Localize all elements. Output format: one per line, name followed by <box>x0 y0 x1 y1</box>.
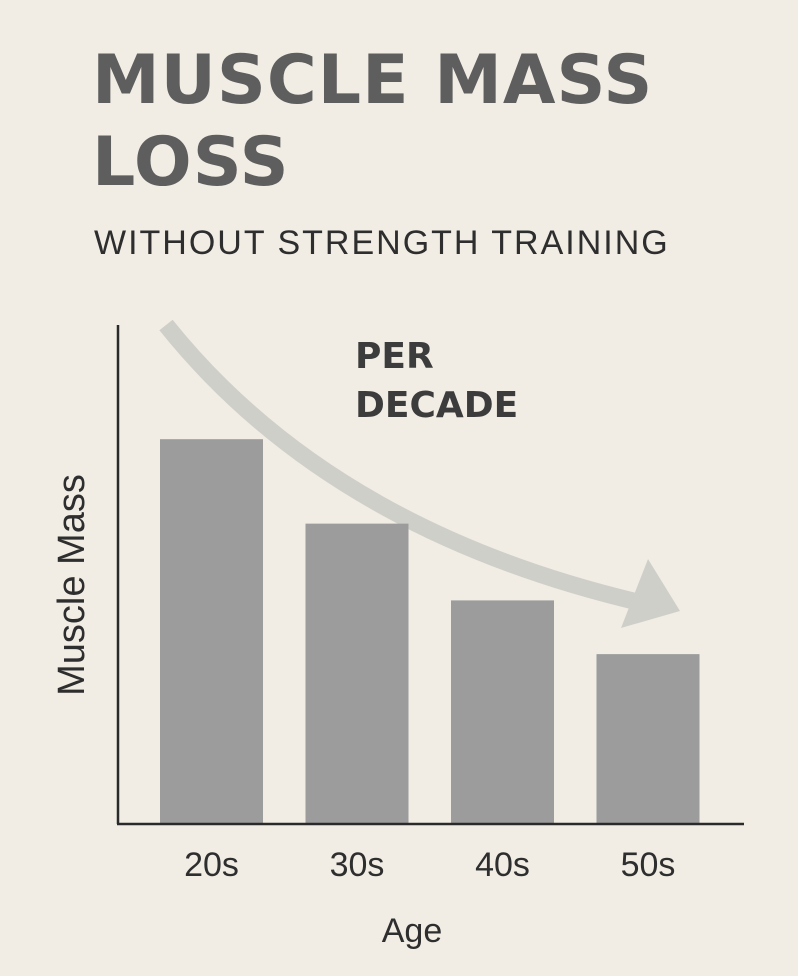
bar-20s <box>160 439 263 823</box>
y-axis-label: Muscle Mass <box>51 474 93 696</box>
bar-50s <box>596 654 700 823</box>
x-axis-label: Age <box>382 912 443 950</box>
x-tick-label: 40s <box>475 846 530 884</box>
chart-title: MUSCLE MASS LOSS <box>92 41 654 202</box>
trend-annotation-line-1: PER <box>355 336 434 377</box>
chart-subtitle: WITHOUT STRENGTH TRAINING <box>94 224 670 262</box>
trend-arrowhead-icon <box>621 559 680 628</box>
bar-40s <box>451 600 554 823</box>
x-tick-label: 50s <box>621 846 676 884</box>
x-tick-label: 30s <box>330 846 385 884</box>
bar-30s <box>305 523 409 823</box>
x-tick-label: 20s <box>184 846 239 884</box>
trend-arrow-icon <box>159 319 644 612</box>
trend-annotation-line-2: DECADE <box>355 385 518 426</box>
